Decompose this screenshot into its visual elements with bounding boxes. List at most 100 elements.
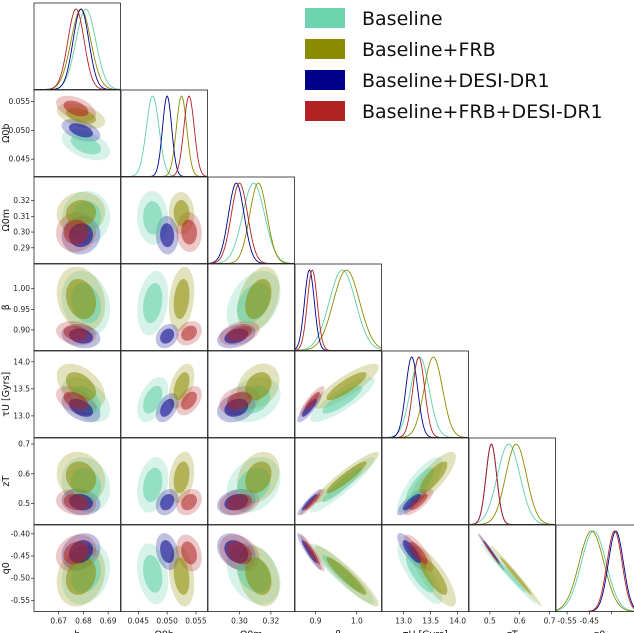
contour-68-series-1 (419, 461, 448, 494)
panel-frame (120, 437, 208, 525)
contour-68-series-0 (70, 135, 101, 155)
y-axis-label-beta: β (1, 304, 12, 310)
y-tick-label: 0.31 (13, 212, 30, 221)
panel-frame (294, 437, 382, 525)
legend-swatch-2 (305, 70, 345, 90)
panel-frame (120, 263, 208, 351)
panel-frame (120, 524, 208, 612)
panel-frame (207, 263, 295, 351)
panel-frame (120, 350, 208, 438)
panel-content (297, 363, 379, 423)
panel-frame (294, 350, 382, 438)
panel-frame (207, 437, 295, 525)
y-axis-label-om: Ω0m (1, 209, 12, 232)
contour-68-series-0 (143, 283, 163, 324)
x-tick-label: 0.5 (484, 617, 496, 626)
x-tick-label: 0.7 (544, 617, 556, 626)
x-tick-label: 0.6 (514, 617, 526, 626)
contour-68-series-1 (245, 278, 272, 320)
panel-content (556, 530, 634, 612)
contour-68-series-2 (68, 123, 93, 138)
panel-content (137, 266, 202, 349)
panel-content (478, 533, 542, 607)
panel-ob-h (33, 89, 121, 177)
panel-frame (33, 350, 121, 438)
y-tick-label: 0.050 (9, 126, 31, 135)
legend-label-3: Baseline+FRB+DESI-DR1 (362, 101, 603, 123)
x-tick-label: 1.0 (351, 617, 363, 626)
marginal-curve-0 (208, 182, 295, 264)
panel-q0-beta (294, 524, 382, 612)
y-tick-label: 0.32 (13, 196, 30, 205)
panel-zt-om (207, 437, 295, 525)
contour-68-series-3 (63, 541, 89, 565)
panel-beta-ob (120, 263, 208, 351)
y-axis-label-q0: q0 (1, 562, 12, 574)
contour-68-series-3 (227, 391, 252, 410)
contour-68-series-3 (227, 541, 252, 565)
marginal-curve-3 (469, 443, 556, 525)
panel-frame (381, 437, 469, 525)
contour-68-series-2 (160, 328, 175, 344)
panel-content (217, 363, 281, 423)
panel-frame (381, 524, 469, 612)
panel-tau-tau (381, 350, 469, 438)
marginal-curve-1 (469, 443, 556, 525)
y-tick-label: 0.6 (18, 469, 30, 478)
panel-beta-beta (294, 263, 382, 351)
panel-frame (120, 89, 208, 177)
y-tick-label: 0.055 (9, 97, 31, 106)
contour-68-series-1 (173, 557, 190, 595)
y-tick-label: -0.50 (11, 574, 31, 583)
panel-beta-h (33, 263, 121, 351)
panel-content (397, 533, 456, 607)
contour-68-series-1 (245, 372, 272, 401)
contour-68-series-1 (500, 557, 532, 595)
panel-content (137, 451, 202, 516)
panel-frame (207, 524, 295, 612)
contour-68-series-1 (173, 200, 190, 227)
y-tick-label: -0.40 (11, 529, 31, 538)
marginal-curve-2 (556, 530, 634, 612)
contour-68-series-3 (63, 493, 89, 511)
panel-frame (33, 524, 121, 612)
panel-frame (120, 176, 208, 264)
panel-beta-om (207, 263, 295, 351)
panel-frame (207, 176, 295, 264)
panel-content (208, 182, 295, 264)
panel-frame (294, 524, 382, 612)
contour-68-series-1 (245, 461, 272, 494)
contour-68-series-3 (181, 325, 197, 341)
contour-68-series-0 (143, 554, 163, 593)
x-axis-label-om: Ω0m (240, 630, 263, 633)
marginal-curve-3 (34, 8, 121, 90)
x-tick-label: -0.45 (580, 617, 600, 626)
contour-68-series-3 (63, 391, 89, 410)
panel-om-h (33, 176, 121, 264)
legend-swatch-1 (305, 39, 345, 59)
contour-68-series-1 (326, 372, 367, 401)
contour-68-series-3 (181, 219, 197, 245)
contour-68-series-1 (173, 461, 190, 494)
contour-68-series-3 (63, 219, 89, 245)
legend: Baseline Baseline+FRB Baseline+DESI-DR1 Bas… (305, 8, 603, 123)
panel-tau-beta (294, 350, 382, 438)
y-axis-label-zt: zT (1, 476, 12, 487)
panel-content (137, 533, 202, 607)
x-axis-label-h: h (74, 630, 80, 633)
panel-content (217, 451, 281, 516)
y-tick-label: 0.90 (13, 325, 30, 334)
y-tick-label: 14.0 (13, 357, 30, 366)
panel-content (297, 451, 379, 516)
contour-68-series-1 (173, 278, 190, 320)
panel-q0-om (207, 524, 295, 612)
marginal-curve-0 (34, 8, 121, 90)
marginal-curve-2 (382, 356, 469, 438)
panel-content (56, 533, 111, 607)
panel-zt-ob (120, 437, 208, 525)
panel-content (56, 95, 111, 161)
contour-68-series-1 (245, 557, 272, 595)
contour-68-series-0 (143, 467, 163, 503)
